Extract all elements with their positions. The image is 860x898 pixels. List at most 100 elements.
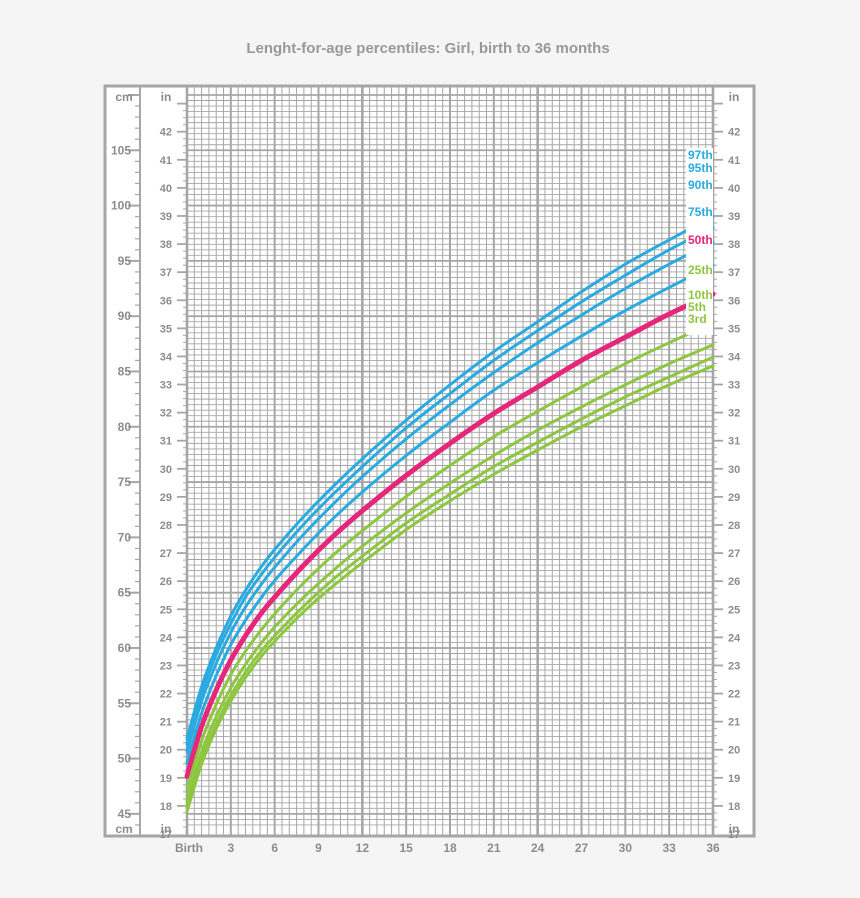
cm-tick-label: 85 <box>118 364 132 378</box>
percentile-label-90th: 90th <box>688 178 713 192</box>
x-tick-label: 3 <box>227 841 234 855</box>
in-tick-label-right: 19 <box>728 773 740 785</box>
in-tick-label-left: 33 <box>160 380 172 392</box>
in-tick-label-right: 17 <box>728 829 740 841</box>
percentile-curve-10th <box>185 343 715 803</box>
in-tick-label-right: 31 <box>728 436 740 448</box>
in-tick-label-right: 42 <box>728 127 740 139</box>
in-tick-label-right: 24 <box>728 632 741 644</box>
cm-unit-label-top: cm <box>115 90 132 104</box>
percentile-label-97th: 97th <box>688 148 713 162</box>
in-tick-label-left: 41 <box>160 155 172 167</box>
percentile-label-5th: 5th <box>688 300 706 314</box>
x-tick-label: Birth <box>175 841 203 855</box>
in-tick-label-left: 24 <box>160 632 173 644</box>
in-tick-label-left: 20 <box>160 745 172 757</box>
percentile-curve-75th <box>185 263 715 765</box>
percentile-curve-25th <box>185 321 715 791</box>
percentile-curve-90th <box>185 240 715 754</box>
in-tick-label-right: 27 <box>728 548 740 560</box>
in-tick-label-right: 37 <box>728 267 740 279</box>
percentile-label-25th: 25th <box>688 263 713 277</box>
cm-tick-label: 75 <box>118 475 132 489</box>
in-unit-label-bottom-right: in <box>729 822 740 836</box>
in-tick-label-right: 40 <box>728 183 740 195</box>
x-tick-label: 36 <box>706 841 720 855</box>
x-tick-label: 12 <box>356 841 370 855</box>
chart-axes: 45 50 55 60 65 70 75 80 85 90 95 100 105 17 17 18 18 19 19… <box>111 90 741 855</box>
in-tick-label-left: 38 <box>160 239 172 251</box>
x-tick-label: 30 <box>619 841 633 855</box>
in-tick-label-left: 34 <box>160 351 173 363</box>
in-tick-label-right: 18 <box>728 801 740 813</box>
in-tick-label-right: 21 <box>728 717 740 729</box>
cm-tick-label: 65 <box>118 586 132 600</box>
percentile-curve-95th <box>185 226 715 746</box>
cm-tick-label: 90 <box>118 309 132 323</box>
percentile-label-50th: 50th <box>688 233 713 247</box>
cm-unit-label-bottom: cm <box>115 822 132 836</box>
percentile-label-10th: 10th <box>688 288 713 302</box>
in-tick-label-left: 25 <box>160 604 172 616</box>
cm-tick-label: 60 <box>118 641 132 655</box>
in-tick-label-left: 32 <box>160 408 172 420</box>
in-tick-label-left: 37 <box>160 267 172 279</box>
percentile-curve-3rd <box>185 364 715 814</box>
in-tick-label-left: 36 <box>160 295 172 307</box>
cm-tick-label: 105 <box>111 143 131 157</box>
in-tick-label-right: 20 <box>728 745 740 757</box>
cm-tick-label: 70 <box>118 530 132 544</box>
in-tick-label-left: 42 <box>160 127 172 139</box>
in-tick-label-left: 29 <box>160 492 172 504</box>
in-tick-label-right: 29 <box>728 492 740 504</box>
cm-tick-label: 100 <box>111 199 131 213</box>
in-tick-label-left: 17 <box>160 829 172 841</box>
in-tick-label-right: 34 <box>728 351 741 363</box>
in-tick-label-left: 26 <box>160 576 172 588</box>
in-tick-label-right: 33 <box>728 380 740 392</box>
cm-tick-label: 80 <box>118 420 132 434</box>
in-tick-label-right: 25 <box>728 604 740 616</box>
cm-tick-label: 50 <box>118 752 132 766</box>
in-tick-label-left: 23 <box>160 660 172 672</box>
in-tick-label-left: 35 <box>160 323 172 335</box>
percentile-curve-50th <box>184 291 716 779</box>
in-tick-label-left: 40 <box>160 183 172 195</box>
chart-grid <box>185 86 715 836</box>
chart-title: Lenght-for-age percentiles: Girl, birth … <box>246 40 609 57</box>
in-tick-label-left: 19 <box>160 773 172 785</box>
in-tick-label-left: 28 <box>160 520 172 532</box>
in-tick-label-right: 30 <box>728 464 740 476</box>
percentile-label-3rd: 3rd <box>688 312 707 326</box>
in-tick-label-left: 27 <box>160 548 172 560</box>
x-tick-label: 24 <box>531 841 545 855</box>
in-tick-label-left: 21 <box>160 717 172 729</box>
in-tick-label-right: 38 <box>728 239 740 251</box>
x-tick-label: 6 <box>271 841 278 855</box>
in-tick-label-right: 41 <box>728 155 740 167</box>
x-tick-label: 21 <box>487 841 501 855</box>
in-tick-label-right: 22 <box>728 689 740 701</box>
in-tick-label-right: 28 <box>728 520 740 532</box>
in-tick-label-left: 22 <box>160 689 172 701</box>
in-tick-label-right: 35 <box>728 323 740 335</box>
in-unit-label-top-right: in <box>729 90 740 104</box>
x-tick-label: 15 <box>399 841 413 855</box>
in-tick-label-right: 23 <box>728 660 740 672</box>
x-tick-label: 9 <box>315 841 322 855</box>
x-tick-label: 18 <box>443 841 457 855</box>
percentile-curve-97th <box>185 215 715 741</box>
in-tick-label-right: 32 <box>728 408 740 420</box>
cm-tick-label: 95 <box>118 254 132 268</box>
in-tick-label-left: 31 <box>160 436 172 448</box>
percentile-curve-5th <box>185 355 715 809</box>
in-tick-label-right: 36 <box>728 295 740 307</box>
in-tick-label-left: 39 <box>160 211 172 223</box>
in-tick-label-left: 18 <box>160 801 172 813</box>
in-unit-label-bottom-left: in <box>161 822 172 836</box>
x-tick-label: 33 <box>662 841 676 855</box>
cm-tick-label: 45 <box>118 807 132 821</box>
percentile-label-95th: 95th <box>688 161 713 175</box>
